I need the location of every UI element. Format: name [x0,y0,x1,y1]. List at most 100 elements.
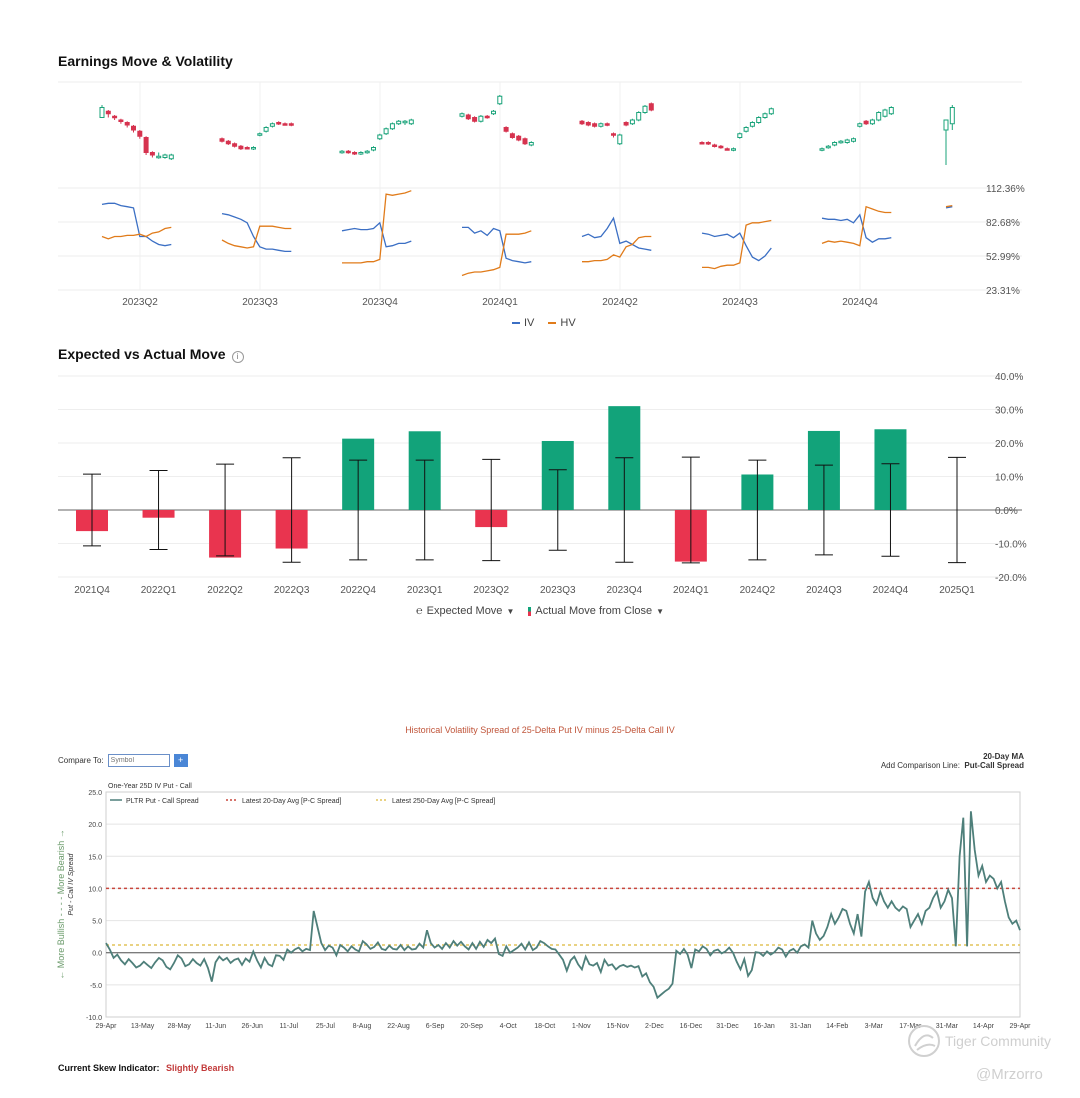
x-tick-label: 2024Q3 [806,585,842,596]
x-tick-label: 31-Mar [936,1023,959,1030]
x-tick-label: 8-Aug [353,1023,372,1030]
candle-body [882,109,888,117]
candle-body [339,150,345,154]
candle-body [718,145,724,149]
iv-line [101,202,172,247]
x-tick-label: 2024Q1 [673,585,709,596]
legend-hv[interactable]: HV [548,317,576,329]
add-comparison-line1[interactable]: 20-Day MA [983,752,1024,761]
tiger-logo-icon [908,1025,940,1057]
x-tick-label: 2021Q4 [74,585,110,596]
x-tick-label: 2024Q3 [722,297,758,308]
skew-label: Current Skew Indicator: [58,1063,160,1073]
legend-expected-move[interactable]: ℮ Expected Move ▼ [416,605,514,617]
earnings-volatility-chart: 112.36% 82.68% 52.99% 23.31% 2023Q2 2023Q3 202… [58,81,1025,308]
bullish-bearish-label: ← More Bullish - - - - More Bearish → [56,829,66,980]
candle-body [611,133,616,136]
legend-expected-label: Expected Move [426,605,503,617]
info-icon[interactable]: i [231,351,244,363]
legend-spread-label: PLTR Put - Call Spread [126,798,199,805]
iv-line [821,213,892,243]
x-tick-label: 26-Jun [242,1023,264,1030]
candle-body [491,110,496,115]
candle-body [623,122,629,126]
x-tick-label: 29-Apr [1009,1023,1031,1030]
chart-subtitle: One-Year 25D IV Put - Call [108,783,192,790]
candle-body [137,130,143,137]
legend-avg250-label: Latest 250-Day Avg [P-C Spread] [392,798,495,805]
candle-body [869,119,875,125]
y-tick-label: 10.0 [88,886,102,893]
y-tick-label: 25.0 [88,790,102,797]
candle-body [705,142,711,145]
x-tick-label: 2022Q3 [274,585,310,596]
add-comparison-line2[interactable]: Put-Call Spread [964,761,1024,770]
compare-to: Compare To: + [58,754,188,767]
candle-body [832,142,838,146]
hv-line [101,226,172,240]
candle-body [143,137,149,153]
legend-hv-label: HV [560,317,576,329]
iv-line [462,226,532,264]
candle-body [156,155,162,159]
plot-frame [105,791,1021,1018]
chevron-down-icon: ▼ [656,606,665,616]
y-tick-label: 52.99% [986,252,1020,263]
candle-body [819,148,825,151]
candle-body [396,120,402,125]
y-tick-label: -10.0% [995,540,1027,551]
x-tick-label: 2023Q1 [407,585,443,596]
hv-line [221,225,292,249]
x-tick-label: 16-Jan [753,1023,775,1030]
x-tick-label: 2024Q2 [602,297,638,308]
y-tick-label: 20.0% [995,439,1023,450]
candle-body [168,154,174,160]
y-tick-label: 30.0% [995,406,1023,417]
y-tick-label: -10.0 [86,1015,102,1022]
candle-body [162,154,168,158]
earnings-legend: IV HV [512,317,576,329]
x-tick-label: 17-Mar [899,1023,922,1030]
expected-title: Expected vs Actual Move i [58,346,244,363]
x-tick-label: 2023Q2 [122,297,158,308]
x-tick-label: 2022Q2 [207,585,243,596]
candle-body [516,135,522,141]
x-tick-label: 2022Q1 [141,585,177,596]
candle-body [949,107,955,125]
iv-swatch [512,322,520,324]
x-tick-label: 14-Apr [973,1023,995,1030]
candle-body [472,117,478,122]
candle-body [943,119,949,131]
candle-body [509,133,515,138]
add-comparison-label: Add Comparison Line: [880,761,960,770]
y-tick-label: 0.0 [92,951,102,958]
bar-swatch-icon [528,606,532,616]
legend-actual-move[interactable]: Actual Move from Close ▼ [528,605,664,617]
add-symbol-button[interactable]: + [173,754,188,767]
candle-body [648,103,654,111]
candle-body [131,125,136,131]
hv-swatch [548,322,557,324]
y-tick-label: 112.36% [986,184,1025,195]
user-watermark: @Mrzorro [976,1066,1043,1083]
legend-iv[interactable]: IV [512,317,534,329]
x-tick-label: 6-Sep [426,1023,445,1030]
x-tick-label: 3-Mar [865,1023,884,1030]
candle-body [112,115,118,119]
iv-line [701,232,772,262]
x-tick-label: 28-May [167,1023,191,1030]
x-tick-label: 2023Q4 [362,297,398,308]
x-tick-label: 1-Nov [572,1023,591,1030]
moves-legend: ℮ Expected Move ▼ Actual Move from Close… [416,605,664,617]
x-tick-label: 29-Apr [95,1023,117,1030]
candle-body [888,107,894,115]
x-tick-label: 20-Sep [460,1023,483,1030]
errorbar-icon: ℮ [416,605,423,617]
symbol-input[interactable] [107,754,170,767]
x-tick-label: 25-Jul [316,1023,336,1030]
candle-body [345,150,351,154]
x-tick-label: 2023Q2 [473,585,509,596]
x-tick-label: 11-Jun [205,1023,226,1030]
skew-chart: One-Year 25D IV Put - Call 25.0 20.0 15.0 10… [56,783,1031,1030]
candle-body [364,150,370,154]
